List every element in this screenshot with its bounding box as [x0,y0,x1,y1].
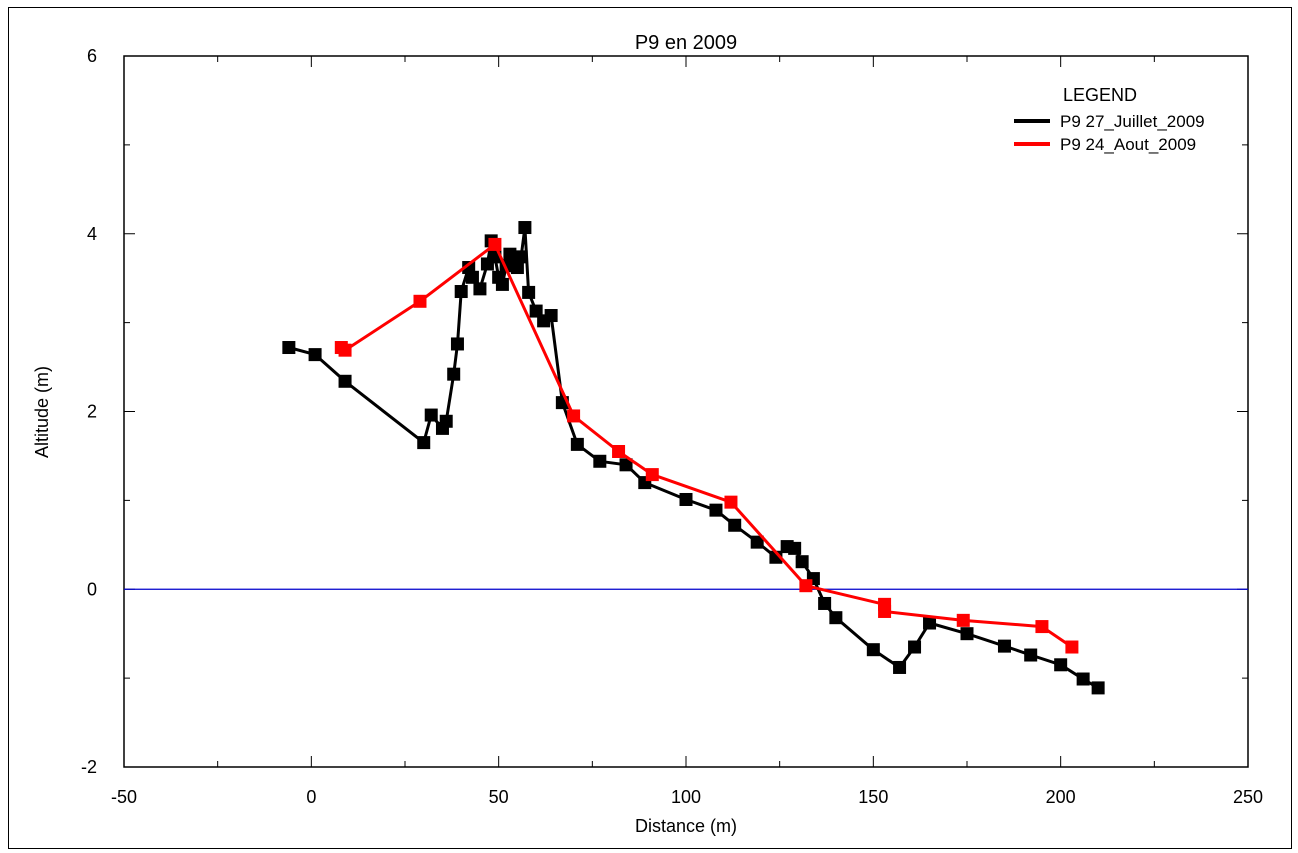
data-point-juillet [308,348,322,362]
data-point-juillet [866,643,880,657]
data-point-juillet [1024,648,1038,662]
series-line-aout [340,242,1073,649]
data-point-juillet [465,270,479,284]
data-point-aout [956,613,970,627]
data-point-juillet [997,639,1011,653]
data-point-juillet [514,250,528,264]
data-point-juillet [923,616,937,630]
data-point-juillet [709,503,723,517]
data-point-juillet [495,277,509,291]
data-point-juillet [529,304,543,318]
chart-title: P9 en 2009 [635,32,737,54]
data-point-juillet [462,261,476,275]
data-point-juillet [454,285,468,299]
data-point-juillet [439,414,453,428]
x-tick-label: 50 [489,787,509,807]
legend: LEGEND P9 27_Juillet_2009 P9 24_Aout_200… [1014,85,1205,154]
ticks: -50 0 50 100 150 200 250 -2 0 2 4 6 [81,46,1263,807]
data-point-aout [799,579,813,593]
series-line-juillet [288,226,1099,690]
data-point-juillet [518,221,532,235]
data-point-juillet [544,309,558,323]
data-point-juillet [1076,672,1090,686]
axes [123,55,1249,768]
data-point-aout [413,294,427,308]
data-point-juillet [818,596,832,610]
series-juillet [282,221,1105,695]
series-aout [334,237,1079,654]
data-point-aout [724,495,738,509]
y-tick-label: 4 [87,224,97,244]
data-point-aout [567,409,581,423]
data-point-aout [338,343,352,357]
data-point-juillet [570,437,584,451]
x-axis-label: Distance (m) [635,816,737,836]
data-point-juillet [728,518,742,532]
y-tick-label: 6 [87,46,97,66]
data-point-juillet [960,627,974,641]
x-tick-label: 250 [1233,787,1263,807]
data-point-juillet [338,374,352,388]
data-point-juillet [795,555,809,569]
data-point-aout [1035,620,1049,634]
x-tick-label: -50 [111,787,137,807]
data-point-aout [1065,640,1079,654]
data-point-juillet [893,660,907,674]
data-point-aout [612,444,626,458]
data-point-juillet [282,341,296,355]
data-point-juillet [619,458,633,472]
data-point-juillet [593,454,607,468]
data-point-aout [878,604,892,618]
data-point-juillet [503,247,517,261]
legend-title: LEGEND [1063,85,1137,105]
legend-label-aout: P9 24_Aout_2009 [1060,135,1196,154]
plot-area [123,55,1249,768]
y-tick-label: 0 [87,579,97,599]
y-tick-label: 2 [87,402,97,422]
x-tick-label: 150 [858,787,888,807]
data-point-juillet [788,541,802,555]
data-point-juillet [447,367,461,381]
y-axis-label: Altitude (m) [32,366,52,458]
y-tick-label: -2 [81,757,97,777]
legend-label-juillet: P9 27_Juillet_2009 [1060,112,1205,131]
chart-frame [8,7,1292,849]
data-point-juillet [908,640,922,654]
data-point-aout [645,468,659,482]
data-point-aout [488,237,502,251]
data-point-juillet [473,282,487,296]
data-point-juillet [417,436,431,450]
data-point-juillet [510,261,524,275]
data-point-juillet [450,337,464,351]
data-point-juillet [522,285,536,299]
data-point-juillet [829,611,843,625]
x-tick-label: 0 [306,787,316,807]
data-point-juillet [1054,658,1068,672]
data-point-juillet [750,535,764,549]
data-point-juillet [1091,681,1105,695]
data-point-juillet [679,492,693,506]
series-group [282,221,1105,695]
x-tick-label: 200 [1046,787,1076,807]
data-point-juillet [424,408,438,422]
x-tick-label: 100 [671,787,701,807]
